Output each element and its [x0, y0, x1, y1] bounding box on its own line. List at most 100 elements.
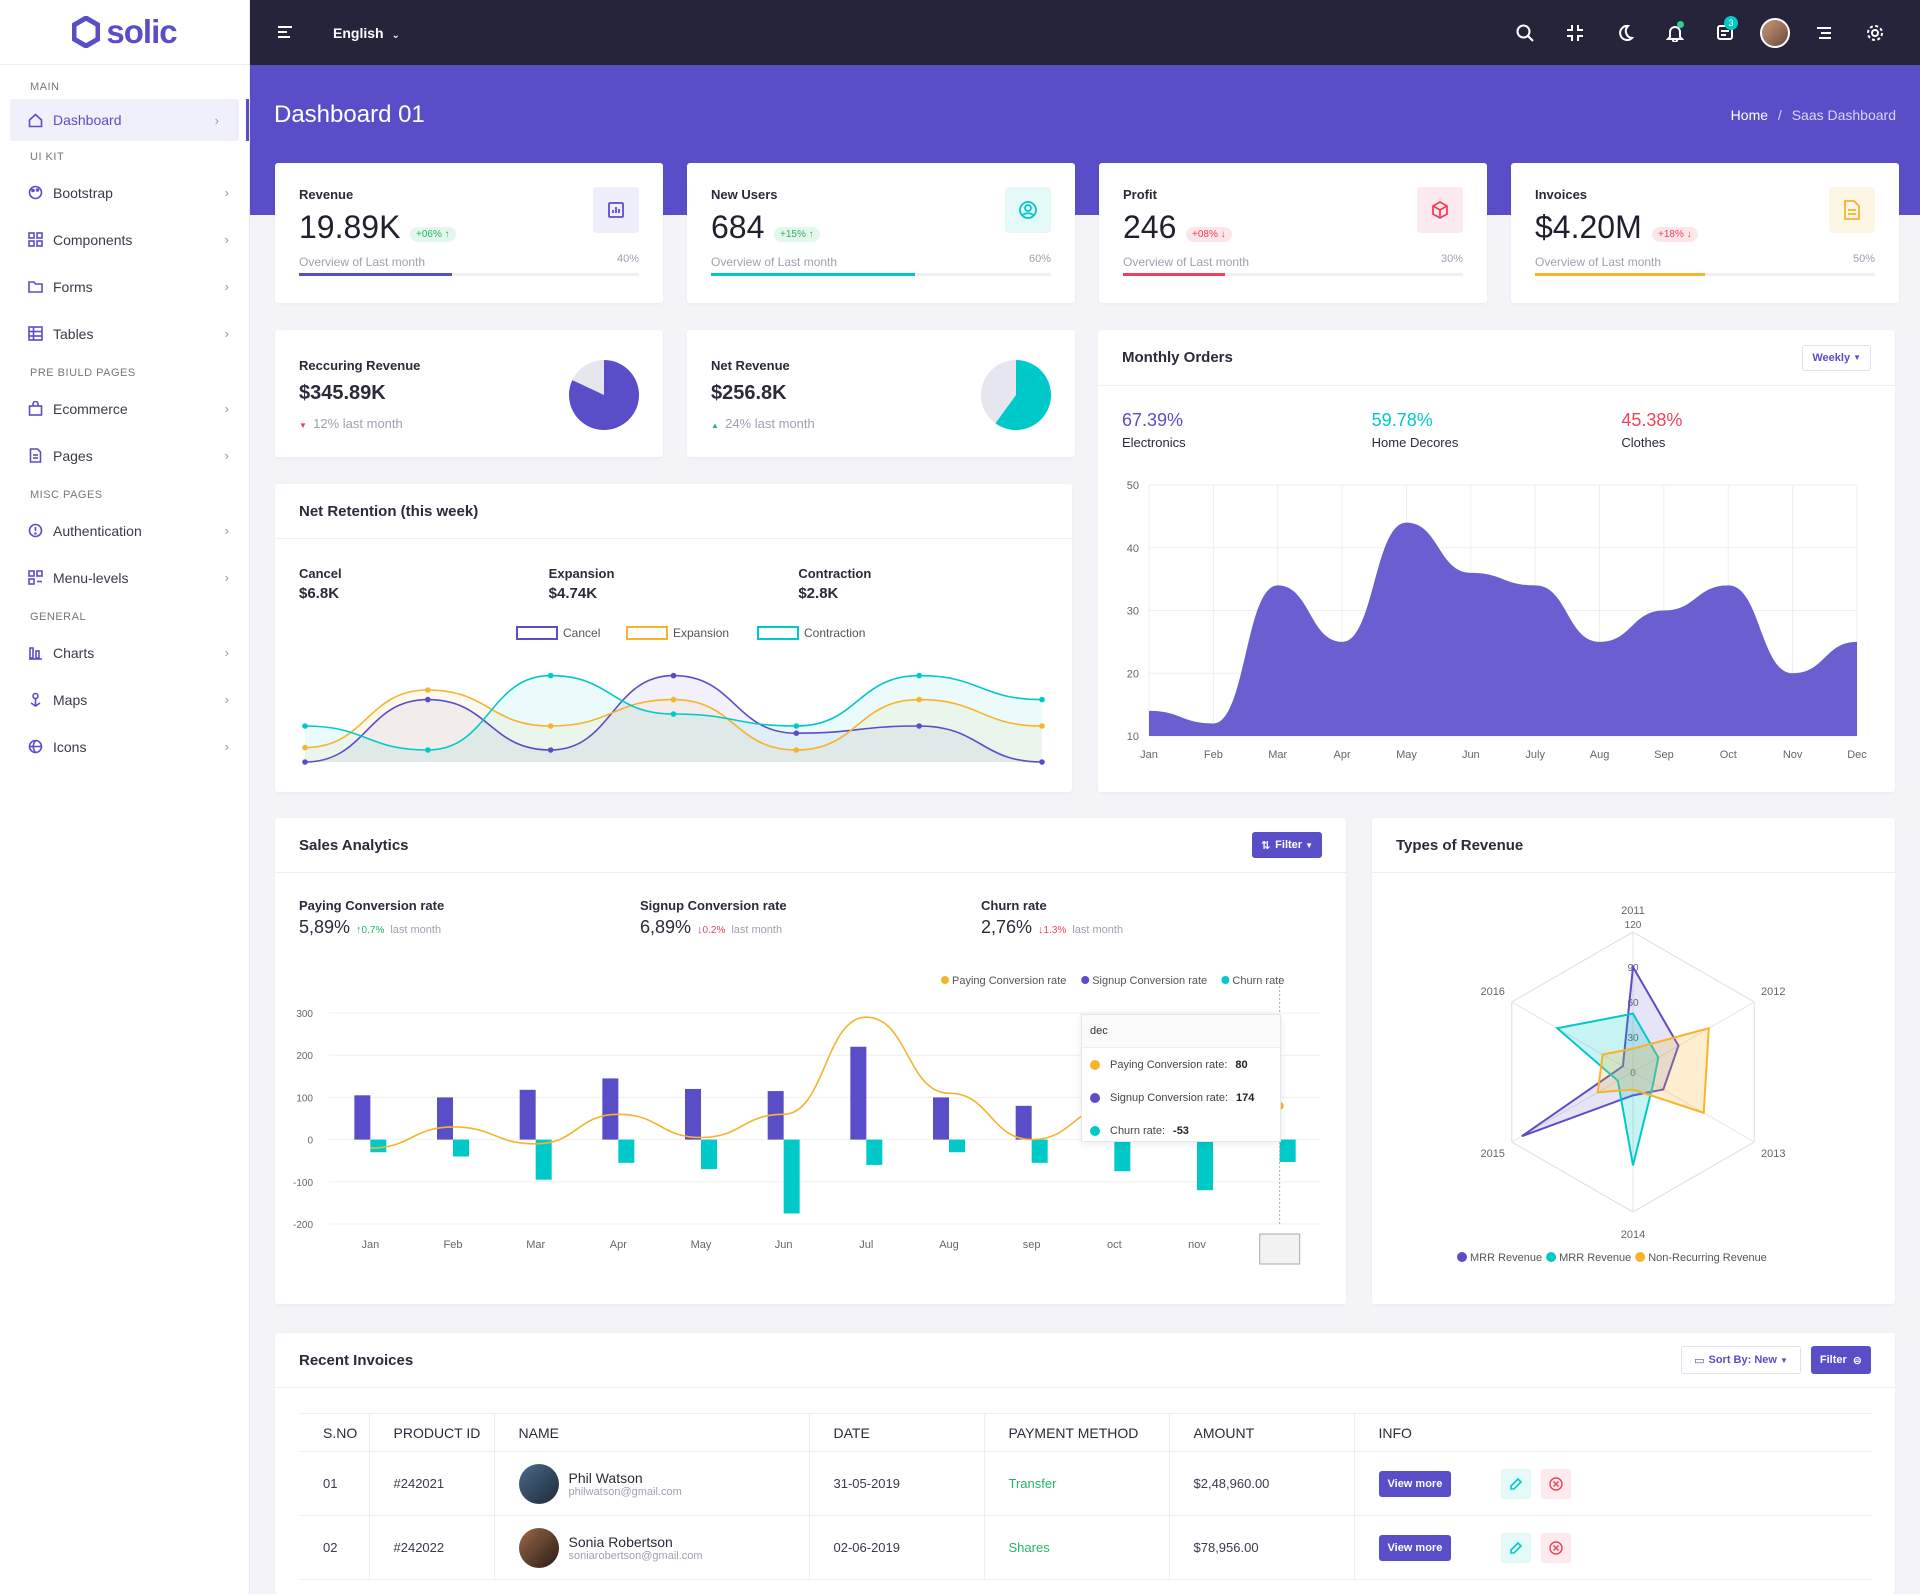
data-point[interactable]	[670, 672, 677, 679]
radar-series[interactable]	[1555, 1012, 1660, 1166]
sidebar-item-authentication[interactable]: Authentication ›	[0, 507, 249, 554]
data-point[interactable]	[916, 723, 922, 729]
bar-churn-rate[interactable]	[783, 1139, 800, 1214]
delete-icon[interactable]	[1541, 1468, 1572, 1499]
data-point[interactable]	[425, 687, 431, 693]
table-header-row: S.NO PRODUCT ID NAME DATE PAYMENT METHOD AMOU…	[299, 1413, 1871, 1452]
radar-series[interactable]	[1596, 1026, 1710, 1115]
fullscreen-icon[interactable]	[1550, 13, 1600, 53]
bar-signup-conversion-rate[interactable]	[1015, 1105, 1032, 1140]
sidebar-item-maps[interactable]: Maps ›	[0, 676, 249, 723]
legend-dot[interactable]	[1081, 976, 1090, 984]
sidebar-item-ecommerce[interactable]: Ecommerce ›	[0, 385, 249, 432]
sort-dropdown[interactable]: ▭ Sort By: New ▼	[1681, 1346, 1801, 1374]
legend-dot[interactable]	[1546, 1252, 1557, 1262]
data-point[interactable]	[670, 711, 677, 717]
bar-churn-rate[interactable]	[701, 1139, 717, 1170]
filter-button[interactable]: ⇅ Filter ▼	[1251, 832, 1322, 858]
data-point[interactable]	[302, 723, 308, 729]
bar-chart-icon	[593, 187, 639, 233]
sidebar-item-label: Dashboard	[53, 112, 122, 128]
bar-signup-conversion-rate[interactable]	[933, 1097, 949, 1140]
data-point[interactable]	[1039, 759, 1045, 765]
moon-icon[interactable]	[1600, 13, 1650, 53]
view-more-button[interactable]: View more	[1378, 1470, 1452, 1497]
bar-signup-conversion-rate[interactable]	[602, 1078, 619, 1140]
user-avatar[interactable]	[1750, 13, 1800, 53]
chat-icon[interactable]: 3	[1700, 13, 1750, 53]
menu-toggle-icon[interactable]	[278, 22, 298, 43]
sidebar-item-pages[interactable]: Pages ›	[0, 432, 249, 479]
sidebar-item-components[interactable]: Components ›	[0, 216, 249, 263]
data-point[interactable]	[916, 696, 922, 703]
sidebar-item-icons[interactable]: Icons ›	[0, 723, 249, 770]
bar-signup-conversion-rate[interactable]	[437, 1097, 453, 1140]
brand-logo[interactable]: solic	[0, 0, 249, 65]
view-more-button[interactable]: View more	[1378, 1534, 1452, 1561]
data-point[interactable]	[547, 723, 554, 729]
sidebar-item-forms[interactable]: Forms ›	[0, 263, 249, 310]
user-name[interactable]: Sonia Robertson	[568, 1533, 673, 1550]
data-point[interactable]	[302, 759, 308, 765]
bar-churn-rate[interactable]	[1114, 1139, 1131, 1172]
sidebar-item-tables[interactable]: Tables ›	[0, 310, 249, 357]
sidebar-item-label: Tables	[53, 325, 94, 342]
data-point[interactable]	[1039, 696, 1045, 703]
user-name[interactable]: Phil Watson	[568, 1469, 643, 1486]
pie-slice-value	[995, 360, 1051, 430]
bar-signup-conversion-rate[interactable]	[685, 1088, 701, 1140]
data-point[interactable]	[1039, 723, 1045, 729]
table-row[interactable]: 01 #242021 Phil Watson philwatson@gmail.com…	[299, 1451, 1871, 1516]
legend-dot[interactable]	[1457, 1252, 1467, 1262]
data-point[interactable]	[670, 696, 677, 703]
kpi-label: Churn rate	[981, 898, 1047, 913]
legend-swatch[interactable]	[757, 626, 799, 640]
data-point[interactable]	[425, 696, 431, 703]
gear-icon[interactable]	[1850, 13, 1900, 53]
edit-icon[interactable]	[1501, 1468, 1532, 1499]
bar-churn-rate[interactable]	[370, 1139, 387, 1153]
sidebar-item-bootstrap[interactable]: Bootstrap ›	[0, 169, 249, 216]
table-row[interactable]: 02 #242022 Sonia Robertson soniarobertson@g…	[299, 1515, 1871, 1580]
breadcrumb-home[interactable]: Home	[1730, 107, 1769, 123]
data-point[interactable]	[793, 723, 800, 729]
sidebar-item-menu-levels[interactable]: Menu-levels ›	[0, 554, 249, 601]
legend-dot[interactable]	[1635, 1252, 1646, 1262]
edit-icon[interactable]	[1501, 1532, 1532, 1563]
data-point[interactable]	[916, 672, 922, 679]
bar-signup-conversion-rate[interactable]	[850, 1046, 867, 1140]
period-dropdown[interactable]: Weekly ▼	[1802, 344, 1871, 371]
legend-swatch[interactable]	[626, 626, 668, 640]
data-point[interactable]	[425, 747, 431, 753]
bar-churn-rate[interactable]	[949, 1139, 965, 1153]
bar-churn-rate[interactable]	[453, 1139, 469, 1157]
bar-signup-conversion-rate[interactable]	[519, 1089, 536, 1140]
bar-churn-rate[interactable]	[866, 1139, 883, 1165]
sidebar-item-dashboard[interactable]: Dashboard ›	[10, 99, 249, 141]
delete-icon[interactable]	[1541, 1532, 1572, 1563]
radar-series[interactable]	[1521, 963, 1680, 1138]
sidebar-right-icon[interactable]	[1800, 13, 1850, 53]
bar-churn-rate[interactable]	[1279, 1139, 1296, 1162]
bar-signup-conversion-rate[interactable]	[354, 1095, 371, 1140]
language-selector[interactable]: English ⌄	[333, 25, 400, 41]
data-point[interactable]	[302, 744, 308, 751]
data-point[interactable]	[547, 747, 554, 753]
filter-button[interactable]: Filter ⊜	[1810, 1346, 1871, 1374]
data-point[interactable]	[547, 672, 554, 679]
data-point[interactable]	[793, 730, 800, 736]
sidebar-item-charts[interactable]: Charts ›	[0, 629, 249, 676]
bell-icon[interactable]	[1650, 13, 1700, 53]
bar-churn-rate[interactable]	[535, 1139, 552, 1180]
legend-swatch[interactable]	[516, 626, 558, 640]
data-point[interactable]	[793, 747, 800, 753]
bar-churn-rate[interactable]	[618, 1139, 635, 1163]
bar-churn-rate[interactable]	[1031, 1139, 1048, 1163]
search-icon[interactable]	[1500, 13, 1550, 53]
kpi-row: 6,89% ↓ 0.2% last month	[640, 917, 981, 938]
triangle-up-icon: ▲	[711, 421, 722, 430]
legend-dot[interactable]	[1221, 976, 1230, 984]
legend-dot[interactable]	[941, 976, 949, 984]
bar-churn-rate[interactable]	[1197, 1139, 1213, 1191]
avatar	[518, 1527, 559, 1568]
